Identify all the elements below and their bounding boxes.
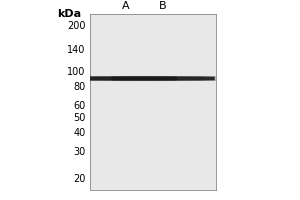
Text: kDa: kDa [57,9,81,19]
FancyBboxPatch shape [74,76,177,81]
Text: 140: 140 [67,45,86,55]
Text: 60: 60 [73,101,86,111]
Text: 80: 80 [73,82,86,92]
FancyBboxPatch shape [111,76,215,81]
Text: 40: 40 [73,128,86,138]
Text: B: B [159,1,167,11]
Text: 30: 30 [73,147,86,157]
Text: 20: 20 [73,174,86,184]
Text: 200: 200 [67,21,86,31]
Text: 100: 100 [67,67,86,77]
Text: 50: 50 [73,113,86,123]
FancyBboxPatch shape [85,76,241,81]
FancyBboxPatch shape [47,76,203,81]
Text: A: A [122,1,129,11]
